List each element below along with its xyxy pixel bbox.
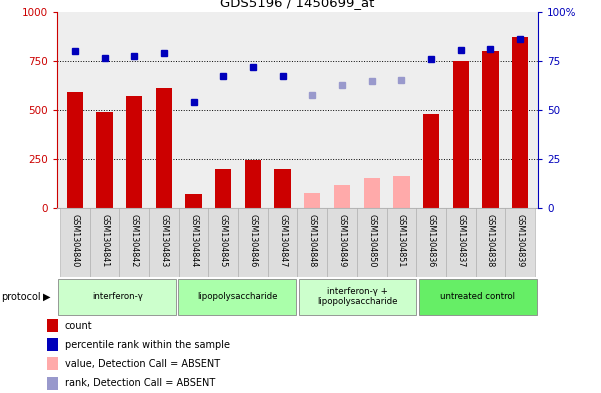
Text: lipopolysaccharide: lipopolysaccharide (197, 292, 278, 301)
Text: count: count (65, 321, 93, 331)
Text: GSM1304841: GSM1304841 (100, 214, 109, 267)
Text: GSM1304843: GSM1304843 (159, 214, 168, 267)
Bar (178, 279, 296, 315)
Bar (238, 208, 268, 277)
Text: GSM1304839: GSM1304839 (516, 214, 525, 267)
Bar (90, 208, 120, 277)
Text: GSM1304836: GSM1304836 (427, 214, 436, 267)
Text: rank, Detection Call = ABSENT: rank, Detection Call = ABSENT (65, 378, 215, 388)
Bar (416, 208, 446, 277)
Text: percentile rank within the sample: percentile rank within the sample (65, 340, 230, 350)
Text: untreated control: untreated control (441, 292, 515, 301)
Bar (268, 208, 297, 277)
Text: GSM1304837: GSM1304837 (456, 214, 465, 267)
Bar (304, 193, 320, 208)
Bar (482, 51, 499, 208)
Bar (275, 169, 291, 208)
Bar (505, 208, 535, 277)
Text: value, Detection Call = ABSENT: value, Detection Call = ABSENT (65, 359, 220, 369)
Title: GDS5196 / 1450699_at: GDS5196 / 1450699_at (221, 0, 374, 9)
Bar (446, 208, 475, 277)
Text: interferon-γ +
lipopolysaccharide: interferon-γ + lipopolysaccharide (317, 287, 398, 307)
Text: GSM1304851: GSM1304851 (397, 214, 406, 267)
Bar (297, 208, 327, 277)
Bar (186, 193, 202, 208)
Text: GSM1304849: GSM1304849 (338, 214, 347, 267)
Bar (357, 208, 386, 277)
Text: protocol: protocol (1, 292, 41, 302)
Bar (47, 338, 58, 351)
Bar (47, 319, 58, 332)
Text: GSM1304844: GSM1304844 (189, 214, 198, 267)
Text: GSM1304850: GSM1304850 (367, 214, 376, 267)
Bar (453, 61, 469, 208)
Bar (156, 88, 172, 208)
Text: GSM1304847: GSM1304847 (278, 214, 287, 267)
Bar (393, 176, 409, 208)
Bar (327, 208, 357, 277)
Bar (209, 208, 238, 277)
Bar (334, 185, 350, 208)
Bar (178, 208, 209, 277)
Bar (386, 208, 416, 277)
Bar (47, 376, 58, 389)
Text: GSM1304845: GSM1304845 (219, 214, 228, 267)
Text: GSM1304840: GSM1304840 (70, 214, 79, 267)
Bar (423, 114, 439, 208)
Bar (126, 96, 142, 208)
Text: ▶: ▶ (43, 292, 50, 302)
Bar (120, 208, 149, 277)
Bar (364, 178, 380, 208)
Text: interferon-γ: interferon-γ (92, 292, 142, 301)
Bar (299, 279, 416, 315)
Bar (149, 208, 178, 277)
Text: GSM1304846: GSM1304846 (248, 214, 257, 267)
Bar (47, 357, 58, 370)
Bar (512, 37, 528, 208)
Bar (419, 279, 537, 315)
Text: GSM1304848: GSM1304848 (308, 214, 317, 267)
Text: GSM1304838: GSM1304838 (486, 214, 495, 267)
Bar (475, 208, 505, 277)
Bar (67, 92, 83, 208)
Bar (58, 279, 176, 315)
Bar (96, 112, 113, 208)
Bar (245, 160, 261, 208)
Text: GSM1304842: GSM1304842 (130, 214, 139, 267)
Bar (215, 169, 231, 208)
Bar (60, 208, 90, 277)
